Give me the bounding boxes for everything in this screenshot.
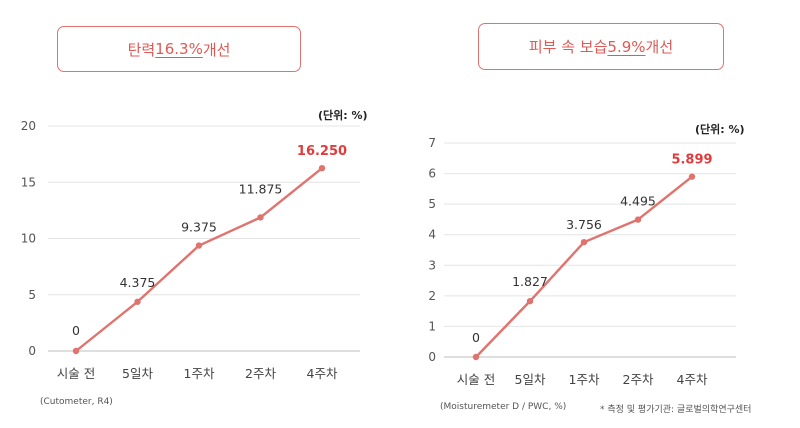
moisture-x-tick-label: 시술 전: [457, 372, 495, 387]
moisture-data-point: [472, 353, 480, 361]
elasticity-y-tick-label: 0: [28, 344, 36, 358]
moisture-header-box: 피부 속 보습 5.9% 개선: [478, 23, 724, 70]
moisture-y-tick-label: 0: [428, 350, 436, 364]
moisture-y-tick-label: 2: [428, 289, 436, 303]
moisture-x-tick-label: 5일차: [515, 372, 546, 387]
elasticity-data-label: 11.875: [239, 181, 283, 196]
elasticity-y-tick-label: 15: [21, 175, 36, 189]
elasticity-data-point: [134, 298, 141, 305]
elasticity-y-tick-label: 5: [28, 288, 36, 302]
moisture-x-tick-label: 2주차: [623, 372, 654, 387]
moisture-x-tick-label: 1주차: [569, 372, 600, 387]
moisture-header-suffix: 개선: [645, 38, 674, 56]
elasticity-y-tick-label: 10: [21, 232, 36, 246]
elasticity-unit-label: (단위: %): [318, 109, 368, 122]
elasticity-line-chart: 0 5 10 15 20 시술 전 5일차 1주차 2주차 4주차 0 4.375 9.375 11.87…: [21, 119, 360, 381]
elasticity-series-line: [75, 167, 323, 352]
elasticity-x-tick-label: 4주차: [307, 366, 338, 381]
elasticity-x-tick-label: 2주차: [245, 366, 276, 381]
moisture-data-point: [526, 297, 534, 305]
moisture-y-tick-label: 7: [428, 136, 436, 150]
elasticity-header-prefix: 탄력: [127, 40, 156, 59]
moisture-y-tick-label: 4: [428, 228, 436, 242]
moisture-line-chart: 0 1 2 3 4 5 6 7 시술 전 5일차 1주차 2주차 4주차 0 1.827 3.756 4.495…: [428, 136, 736, 387]
moisture-y-tick-label: 3: [428, 258, 436, 272]
moisture-data-label: 5.899: [671, 153, 712, 168]
elasticity-data-label: 0: [72, 323, 80, 338]
moisture-header-prefix: 피부 속 보습: [528, 38, 608, 56]
moisture-data-label: 4.495: [620, 194, 656, 209]
moisture-data-point: [688, 173, 696, 180]
moisture-data-point: [634, 216, 642, 223]
elasticity-data-point: [257, 214, 264, 221]
moisture-header-highlight: 5.9%: [607, 37, 646, 56]
elasticity-data-label: 4.375: [120, 275, 156, 290]
elasticity-header-suffix: 개선: [202, 40, 231, 59]
elasticity-data-label: 16.250: [297, 144, 347, 159]
footnote: * 측정 및 평가기관: 글로벌의학연구센터: [600, 405, 752, 415]
moisture-data-point: [580, 238, 588, 246]
elasticity-data-label: 9.375: [181, 220, 217, 235]
moisture-y-tick-label: 1: [428, 319, 436, 333]
elasticity-x-tick-label: 1주차: [184, 366, 215, 381]
elasticity-x-tick-label: 시술 전: [57, 366, 95, 381]
elasticity-data-point: [195, 242, 203, 249]
moisture-data-label: 1.827: [512, 274, 548, 289]
moisture-data-label: 0: [472, 330, 480, 345]
elasticity-data-point: [318, 164, 326, 172]
moisture-x-tick-label: 4주차: [677, 372, 708, 387]
elasticity-x-tick-label: 5일차: [122, 366, 153, 381]
elasticity-header-box: 탄력 16.3% 개선: [57, 26, 301, 72]
elasticity-data-point: [72, 347, 80, 355]
moisture-y-tick-label: 5: [428, 197, 436, 211]
moisture-data-label: 3.756: [566, 217, 602, 232]
elasticity-y-tick-label: 20: [21, 119, 36, 133]
moisture-source-note: (Moisturemeter D / PWC, %): [440, 402, 567, 412]
moisture-unit-label: (단위: %): [695, 123, 745, 136]
moisture-y-tick-label: 6: [428, 167, 436, 181]
elasticity-source-note: (Cutometer, R4): [40, 397, 113, 407]
elasticity-header-highlight: 16.3%: [155, 40, 203, 58]
